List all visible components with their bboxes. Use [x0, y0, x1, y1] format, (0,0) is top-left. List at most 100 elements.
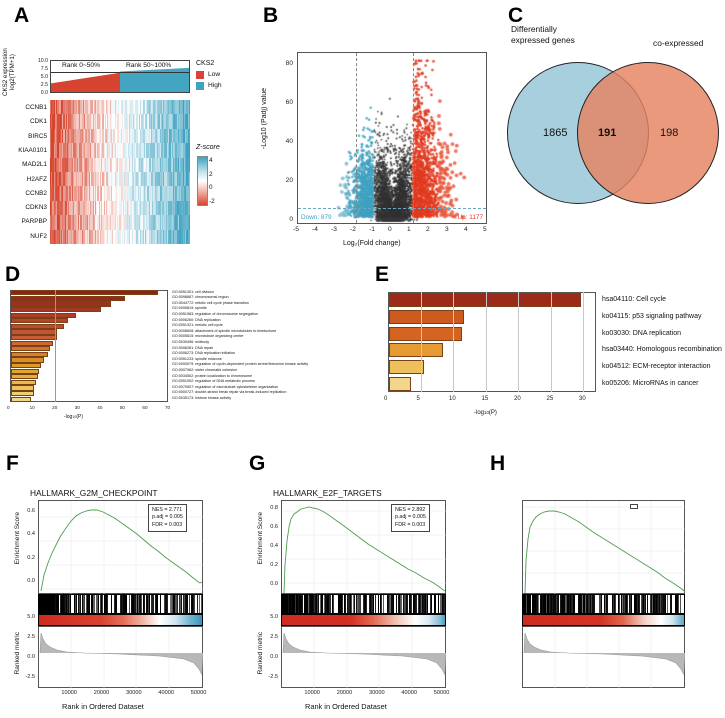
gsea-hit-tick	[285, 595, 287, 613]
gsea-hit-tick	[557, 595, 558, 613]
gsea-y-tick: 0.4	[27, 531, 35, 538]
gsea-hit-tick	[114, 595, 117, 613]
volcano-y-tick: 0	[289, 216, 293, 224]
gsea-hit-tick	[43, 595, 45, 613]
gsea-hit-tick	[362, 595, 364, 613]
gsea-hit-tick	[124, 595, 125, 613]
gsea-hit-tick	[171, 595, 173, 613]
gsea-hit-tick	[312, 595, 314, 613]
gsea-hit-tick	[324, 595, 325, 613]
kegg-bar	[389, 293, 581, 308]
gsea-hit-tick	[311, 595, 313, 613]
heatmap-gene-label: CCNB2	[25, 189, 47, 197]
gsea-hit-tick	[566, 595, 569, 613]
gsea-hit-tick	[303, 595, 305, 613]
gsea-hit-tick	[49, 595, 51, 613]
go-bar	[11, 385, 35, 391]
gsea-hit-tick	[67, 595, 68, 613]
gsea-hit-tick	[528, 595, 530, 613]
volcano-threshold-left	[356, 53, 358, 223]
go-bar	[11, 301, 112, 307]
gsea-hit-tick	[356, 595, 357, 613]
panel-a-label: A	[14, 4, 30, 27]
gsea-hit-tick	[169, 595, 171, 613]
go-bar	[11, 323, 65, 330]
volcano-threshold-padj	[298, 207, 486, 209]
gsea-hit-tick	[152, 595, 154, 613]
go-bar	[11, 295, 125, 302]
volcano-down-count: Down: 879	[301, 214, 332, 221]
gsea-hit-tick	[282, 595, 284, 613]
gsea-hit-tick	[340, 595, 342, 613]
volcano-y-axis-title: -Log10 (Padj) value	[261, 88, 268, 150]
gsea-hit-tick	[398, 595, 400, 613]
gsea-hit-tick	[419, 595, 422, 613]
volcano-points	[298, 53, 488, 225]
gsea-x-tick: 40000	[158, 690, 174, 696]
go-x-tick: 10	[29, 405, 35, 410]
gsea-hit-tick	[54, 595, 57, 613]
gsea-hit-tick	[623, 595, 625, 613]
gsea-hit-tick	[663, 595, 664, 613]
kegg-gridline	[518, 292, 519, 392]
volcano-x-tick: -4	[312, 226, 318, 233]
go-term-label: GO:0006281: DNA repair	[172, 345, 214, 350]
gsea-hit-tick	[592, 595, 594, 613]
venn-left-title: Differentially expressed genes	[511, 24, 575, 45]
gsea-hit-tick	[409, 595, 411, 613]
gsea-hit-tick	[322, 595, 324, 613]
gsea-x-tick: 20000	[93, 690, 110, 696]
gsea-hit-tick	[81, 595, 83, 613]
gsea-hit-tick	[327, 595, 328, 613]
kegg-pathway-label: ko05206: MicroRNAs in cancer	[602, 379, 699, 387]
kegg-bar	[389, 376, 411, 391]
gsea-hit-tick	[434, 595, 436, 613]
gsea-hit-tick	[126, 595, 128, 613]
gsea-hit-tick	[563, 595, 566, 613]
gsea-ranked-y-tick: -2.5	[25, 674, 35, 680]
gsea-hit-tick	[62, 595, 64, 613]
gsea-hit-tick	[626, 595, 628, 613]
gsea-x-tick: 40000	[401, 690, 417, 696]
gsea-hit-tick	[614, 595, 616, 613]
gsea-hit-tick	[104, 595, 106, 613]
gsea-hit-tick	[561, 595, 563, 613]
gsea-hit-tick	[56, 595, 59, 613]
gsea-hit-tick	[656, 595, 659, 613]
gsea-hit-tick	[296, 595, 298, 613]
gsea-hit-tick	[180, 595, 182, 613]
gsea-g-y-title: Enrichment Score	[257, 512, 264, 565]
gsea-hit-tick	[633, 595, 636, 613]
heatmap-gene-label: PARPBP	[21, 218, 47, 226]
kegg-x-tick: 15	[481, 396, 489, 402]
gsea-hit-tick	[69, 595, 71, 613]
gsea-hit-tick	[293, 595, 296, 613]
gsea-hit-tick	[629, 595, 631, 613]
gsea-hit-tick	[132, 595, 135, 613]
venn-circle-right	[577, 62, 719, 204]
gsea-hit-tick	[133, 595, 135, 613]
gsea-hit-tick	[308, 595, 310, 613]
go-bar	[11, 357, 45, 363]
gsea-hit-tick	[605, 595, 607, 613]
gsea-hit-tick	[173, 595, 176, 613]
go-x-tick: 50	[119, 405, 125, 410]
gsea-hit-tick	[314, 595, 316, 613]
kegg-bar	[389, 343, 444, 358]
panel-c-label: C	[508, 4, 524, 27]
gsea-hit-tick	[306, 595, 308, 613]
volcano-y-tick: 20	[285, 177, 293, 184]
gsea-hit-tick	[612, 595, 614, 613]
gsea-hit-tick	[594, 595, 596, 613]
gsea-hit-tick	[655, 595, 657, 613]
volcano-plot-area: Down: 879 Up: 1177	[297, 52, 488, 225]
go-term-label: GO:0098687: chromosomal region	[172, 295, 229, 300]
gsea-hit-tick	[310, 595, 312, 613]
gsea-hit-tick	[67, 595, 69, 613]
gsea-hit-tick	[583, 595, 584, 613]
gsea-x-tick: 30000	[126, 690, 142, 696]
gsea-hit-tick	[159, 595, 161, 613]
gsea-hit-tick	[154, 595, 157, 613]
gsea-hit-tick	[41, 595, 44, 613]
gsea-hit-tick	[68, 595, 70, 613]
